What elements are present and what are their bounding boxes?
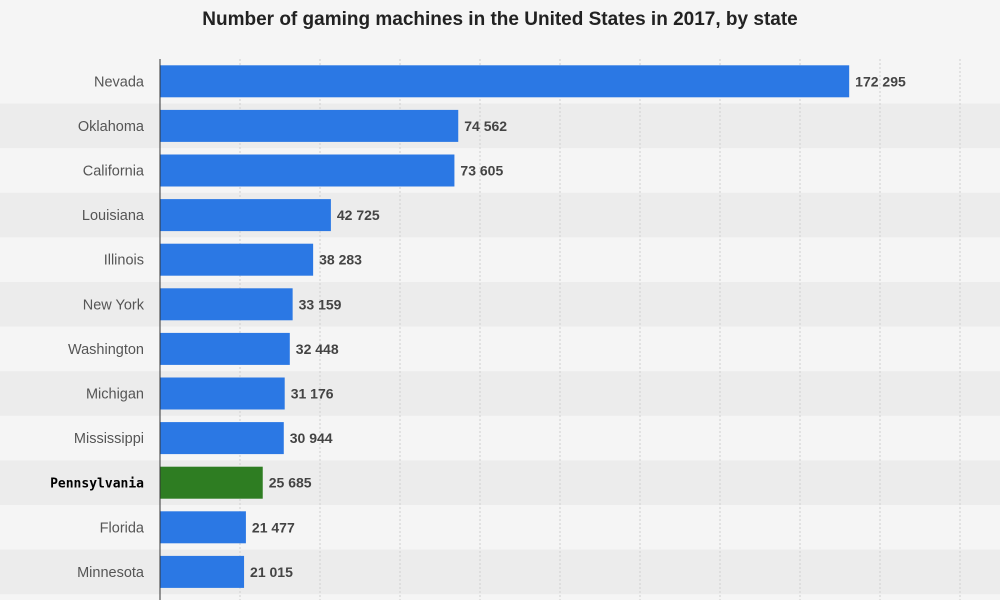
data-label: 31 176 bbox=[291, 386, 334, 402]
category-label: Pennsylvania bbox=[50, 477, 144, 492]
category-label: Oklahoma bbox=[78, 119, 145, 135]
bar-nevada bbox=[160, 65, 850, 98]
bar-florida bbox=[160, 511, 246, 544]
category-labels: Nevada Oklahoma California Louisiana Illinoi… bbox=[50, 74, 145, 581]
data-label: 32 448 bbox=[296, 341, 339, 357]
data-label: 21 015 bbox=[250, 564, 293, 580]
bar-new-york bbox=[160, 288, 293, 321]
row-stripe bbox=[0, 282, 1000, 327]
category-label: Illinois bbox=[104, 253, 144, 269]
bar-california bbox=[160, 154, 455, 187]
bar-michigan bbox=[160, 377, 285, 410]
data-label: 42 725 bbox=[337, 207, 380, 223]
category-label: Minnesota bbox=[77, 565, 145, 581]
category-label: Michigan bbox=[86, 387, 144, 403]
row-stripe bbox=[0, 237, 1000, 282]
row-stripes bbox=[0, 59, 1000, 595]
bar-pennsylvania bbox=[160, 466, 263, 499]
data-label: 73 605 bbox=[460, 163, 503, 179]
category-label: Mississippi bbox=[74, 431, 144, 447]
category-label: Florida bbox=[100, 520, 145, 536]
row-stripe bbox=[0, 371, 1000, 416]
data-label: 21 477 bbox=[252, 519, 295, 535]
row-stripe bbox=[0, 460, 1000, 505]
data-label: 33 159 bbox=[299, 296, 342, 312]
data-label: 74 562 bbox=[464, 118, 507, 134]
bar-illinois bbox=[160, 243, 314, 276]
row-stripe bbox=[0, 192, 1000, 238]
data-label: 172 295 bbox=[855, 73, 906, 89]
category-label: Washington bbox=[68, 342, 144, 358]
data-label: 25 685 bbox=[269, 475, 312, 491]
chart-title: Number of gaming machines in the United … bbox=[202, 9, 798, 30]
row-stripe bbox=[0, 326, 1000, 372]
data-label: 38 283 bbox=[319, 252, 362, 268]
category-label: New York bbox=[83, 297, 145, 313]
category-label: Nevada bbox=[94, 74, 145, 90]
row-stripe bbox=[0, 549, 1000, 595]
bar-louisiana bbox=[160, 199, 331, 232]
bar-oklahoma bbox=[160, 109, 459, 142]
category-label: California bbox=[83, 164, 145, 180]
data-label: 30 944 bbox=[290, 430, 333, 446]
bar-minnesota bbox=[160, 555, 245, 588]
bars bbox=[160, 65, 850, 588]
value-labels: 172 295 74 562 73 605 42 725 38 283 33 159 32 … bbox=[250, 73, 906, 580]
bar-washington bbox=[160, 332, 290, 365]
row-stripe bbox=[0, 505, 1000, 550]
bar-mississippi bbox=[160, 422, 284, 455]
row-stripe bbox=[0, 415, 1000, 461]
category-label: Louisiana bbox=[82, 208, 145, 224]
